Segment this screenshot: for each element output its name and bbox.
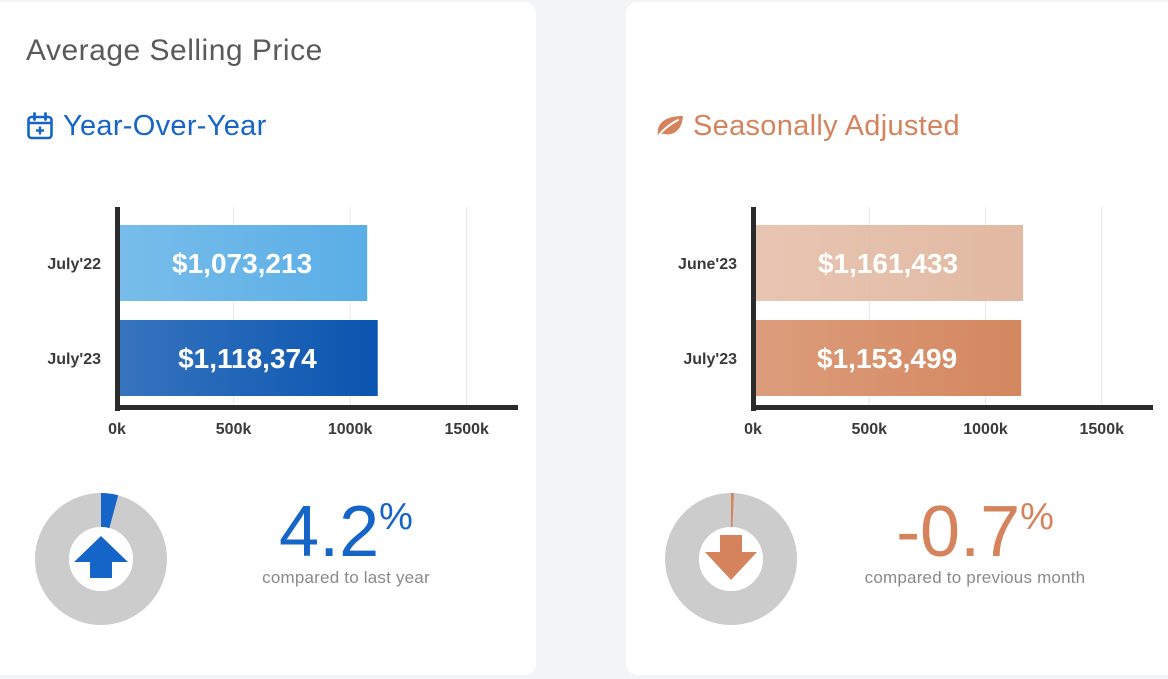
arrow-up-icon <box>74 536 128 578</box>
yoy-header: Year-Over-Year <box>25 106 267 146</box>
bar-value-label: $1,161,433 <box>818 248 958 279</box>
yoy-card: Average Selling Price Year-Over-Year $1,… <box>0 2 536 675</box>
leaf-icon <box>655 111 685 141</box>
x-tick-label: 1000k <box>963 421 1008 438</box>
bar <box>120 320 378 396</box>
seasonal-card: Seasonally Adjusted $1,161,433 June'23 $1,… <box>626 2 1168 675</box>
bar-value-label: $1,153,499 <box>817 343 957 374</box>
seasonal-change-unit: % <box>1020 496 1054 538</box>
seasonal-change-value: -0.7 <box>896 492 1021 572</box>
category-label: July'22 <box>47 256 101 273</box>
bar <box>756 225 1024 301</box>
arrow-down-icon <box>705 535 757 580</box>
bar <box>120 225 368 301</box>
seasonal-bar-chart: $1,161,433 June'23 $1,153,499 July'23 0k 500k… <box>678 207 1153 438</box>
x-axis-line <box>751 405 1153 410</box>
x-tick-label: 1000k <box>328 421 373 438</box>
yoy-title: Year-Over-Year <box>63 109 267 142</box>
yoy-bar-chart: $1,073,213 July'22 $1,118,374 July'23 0k 500k… <box>47 207 518 438</box>
yoy-change-donut <box>35 493 167 625</box>
yoy-change-unit: % <box>379 496 413 538</box>
category-label: July'23 <box>47 351 101 368</box>
category-label: June'23 <box>678 256 737 273</box>
seasonal-change-stat: -0.7% compared to previous month <box>844 492 1106 588</box>
x-tick-label: 1500k <box>444 421 489 438</box>
x-tick-label: 500k <box>216 421 252 438</box>
y-axis-line <box>751 207 756 411</box>
bar <box>756 320 1022 396</box>
seasonal-header: Seasonally Adjusted <box>655 106 960 146</box>
yoy-change-stat: 4.2% compared to last year <box>246 492 446 588</box>
x-tick-label: 0k <box>744 421 762 438</box>
page-title: Average Selling Price <box>26 34 323 67</box>
seasonal-change-caption: compared to previous month <box>864 568 1086 587</box>
donut-progress-arc <box>100 493 119 529</box>
yoy-change-caption: compared to last year <box>262 568 430 587</box>
x-tick-label: 500k <box>851 421 887 438</box>
calendar-plus-icon <box>25 111 55 141</box>
x-tick-label: 0k <box>108 421 126 438</box>
x-axis-line <box>115 405 518 410</box>
x-tick-label: 1500k <box>1080 421 1125 438</box>
category-label: July'23 <box>683 351 737 368</box>
seasonal-change-donut <box>665 493 797 625</box>
seasonal-title: Seasonally Adjusted <box>693 109 960 142</box>
y-axis-line <box>115 207 120 411</box>
bar-value-label: $1,118,374 <box>178 343 317 374</box>
yoy-change-value: 4.2 <box>279 492 380 572</box>
bar-value-label: $1,073,213 <box>172 248 312 279</box>
